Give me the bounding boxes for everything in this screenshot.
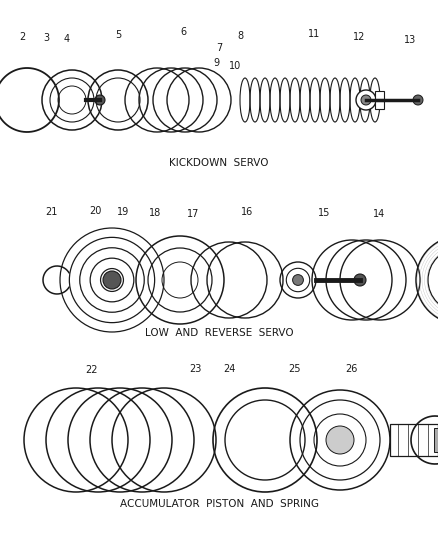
Text: 16: 16	[241, 207, 254, 217]
Text: 12: 12	[353, 33, 365, 42]
Text: 26: 26	[345, 364, 357, 374]
Text: 24: 24	[223, 364, 235, 374]
Text: 13: 13	[404, 35, 416, 45]
Text: 18: 18	[149, 208, 162, 218]
Bar	[375, 91, 384, 99]
Text: 22: 22	[86, 366, 98, 375]
Circle shape	[354, 274, 366, 286]
Bar	[390, 424, 438, 456]
Text: 21: 21	[46, 207, 58, 216]
Text: 15: 15	[318, 208, 330, 218]
Text: KICKDOWN  SERVO: KICKDOWN SERVO	[169, 158, 269, 167]
Text: 7: 7	[216, 43, 222, 53]
Circle shape	[361, 95, 371, 105]
Circle shape	[293, 274, 304, 285]
Circle shape	[326, 426, 354, 454]
Text: 19: 19	[117, 207, 129, 216]
Text: 9: 9	[214, 58, 220, 68]
Text: 23: 23	[189, 364, 201, 374]
Text: 3: 3	[43, 34, 49, 43]
Text: 11: 11	[308, 29, 320, 38]
Circle shape	[103, 271, 121, 289]
Text: 10: 10	[229, 61, 241, 70]
Text: 17: 17	[187, 209, 199, 219]
Circle shape	[356, 90, 376, 110]
Text: 4: 4	[64, 35, 70, 44]
Text: LOW  AND  REVERSE  SERVO: LOW AND REVERSE SERVO	[145, 328, 293, 338]
Text: 5: 5	[115, 30, 121, 39]
Text: 20: 20	[89, 206, 102, 215]
Bar	[434, 428, 438, 452]
Text: 25: 25	[288, 364, 300, 374]
Circle shape	[413, 95, 423, 105]
Circle shape	[95, 95, 105, 105]
Text: 2: 2	[20, 33, 26, 42]
Text: 6: 6	[180, 27, 186, 37]
Text: 8: 8	[237, 31, 243, 41]
Bar	[375, 101, 384, 109]
Text: 14: 14	[373, 209, 385, 219]
Text: ACCUMULATOR  PISTON  AND  SPRING: ACCUMULATOR PISTON AND SPRING	[120, 499, 318, 508]
